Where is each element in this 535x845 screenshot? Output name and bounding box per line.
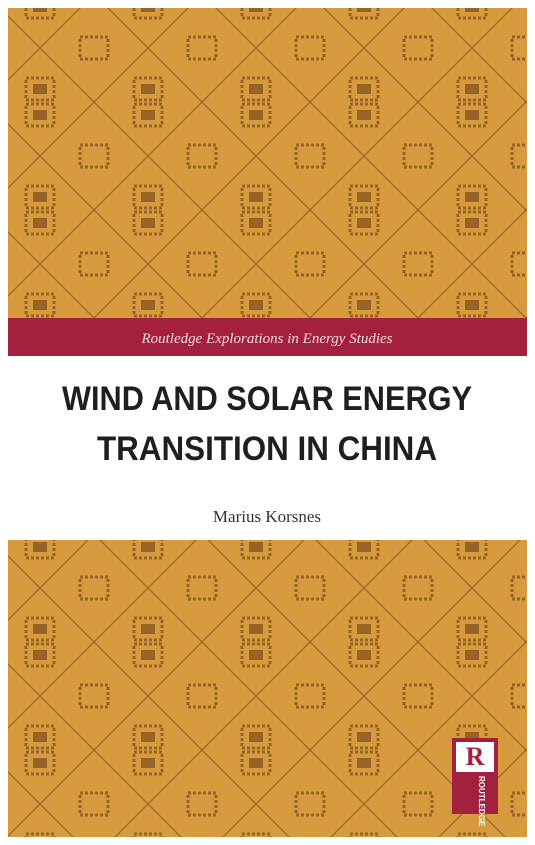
publisher-logo: R ROUTLEDGE bbox=[452, 738, 498, 827]
series-name: Routledge Explorations in Energy Studies bbox=[140, 331, 392, 347]
book-cover: Routledge Explorations in Energy Studies… bbox=[0, 0, 535, 845]
bottom-pattern bbox=[8, 540, 527, 837]
author: Marius Korsnes bbox=[213, 507, 321, 526]
title-line: WIND AND SOLAR ENERGY bbox=[62, 380, 472, 418]
title-line: TRANSITION IN CHINA bbox=[97, 430, 437, 468]
logo-letter: R bbox=[466, 742, 485, 771]
logo-name: ROUTLEDGE bbox=[477, 776, 486, 827]
top-pattern bbox=[8, 8, 527, 318]
